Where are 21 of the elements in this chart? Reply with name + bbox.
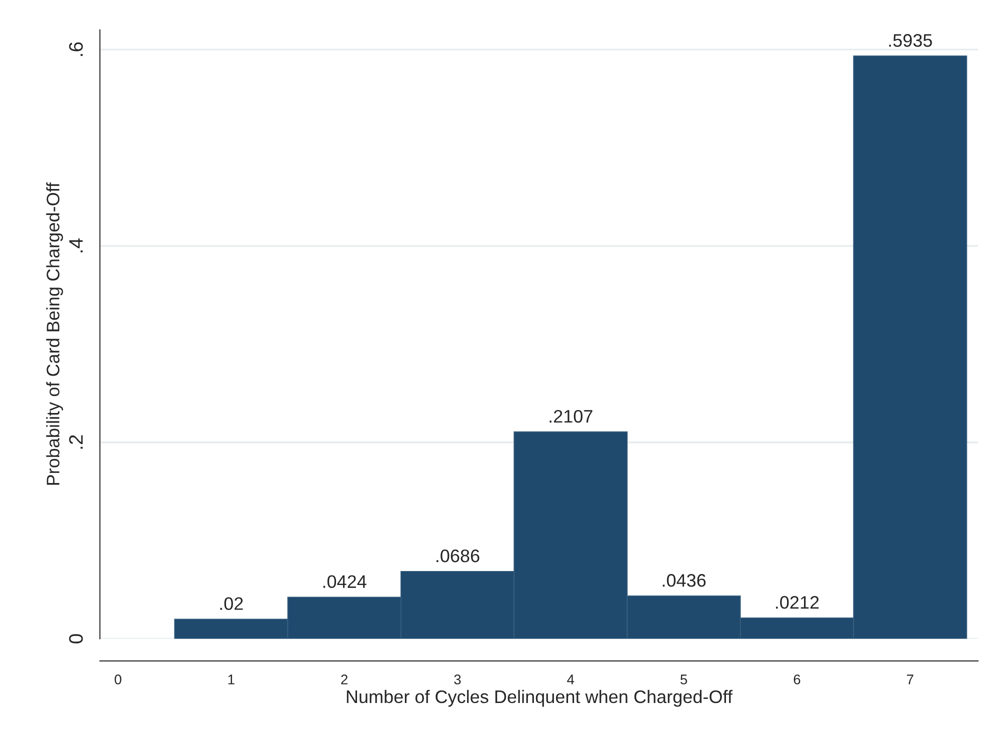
data-label: .0212 [776, 596, 819, 609]
data-label: .5935 [889, 34, 932, 47]
x-tick-label: 5 [680, 674, 688, 684]
y-tick-label: .6 [69, 42, 83, 56]
x-tick-label: 6 [794, 674, 800, 684]
data-label: .0436 [662, 574, 706, 587]
x-tick-label: 7 [906, 674, 914, 684]
data-label: .02 [220, 597, 243, 610]
y-tick-label: 0 [69, 634, 83, 644]
data-label: .2107 [550, 410, 592, 423]
x-tick-label: 4 [567, 674, 574, 684]
y-tick-label: .4 [69, 238, 83, 252]
y-tick-label: .2 [69, 435, 83, 449]
data-label: .0424 [323, 575, 366, 588]
x-tick-label: 0 [114, 674, 122, 684]
x-tick-label: 2 [341, 674, 348, 684]
data-label: .0686 [436, 549, 480, 562]
x-tick-label: 3 [454, 674, 461, 684]
x-tick-label: 1 [228, 674, 234, 684]
x-axis-title: Number of Cycles Delinquent when Charged-Off [346, 690, 733, 707]
y-axis-title: Probability of Card Being Charged-Off [46, 182, 64, 485]
